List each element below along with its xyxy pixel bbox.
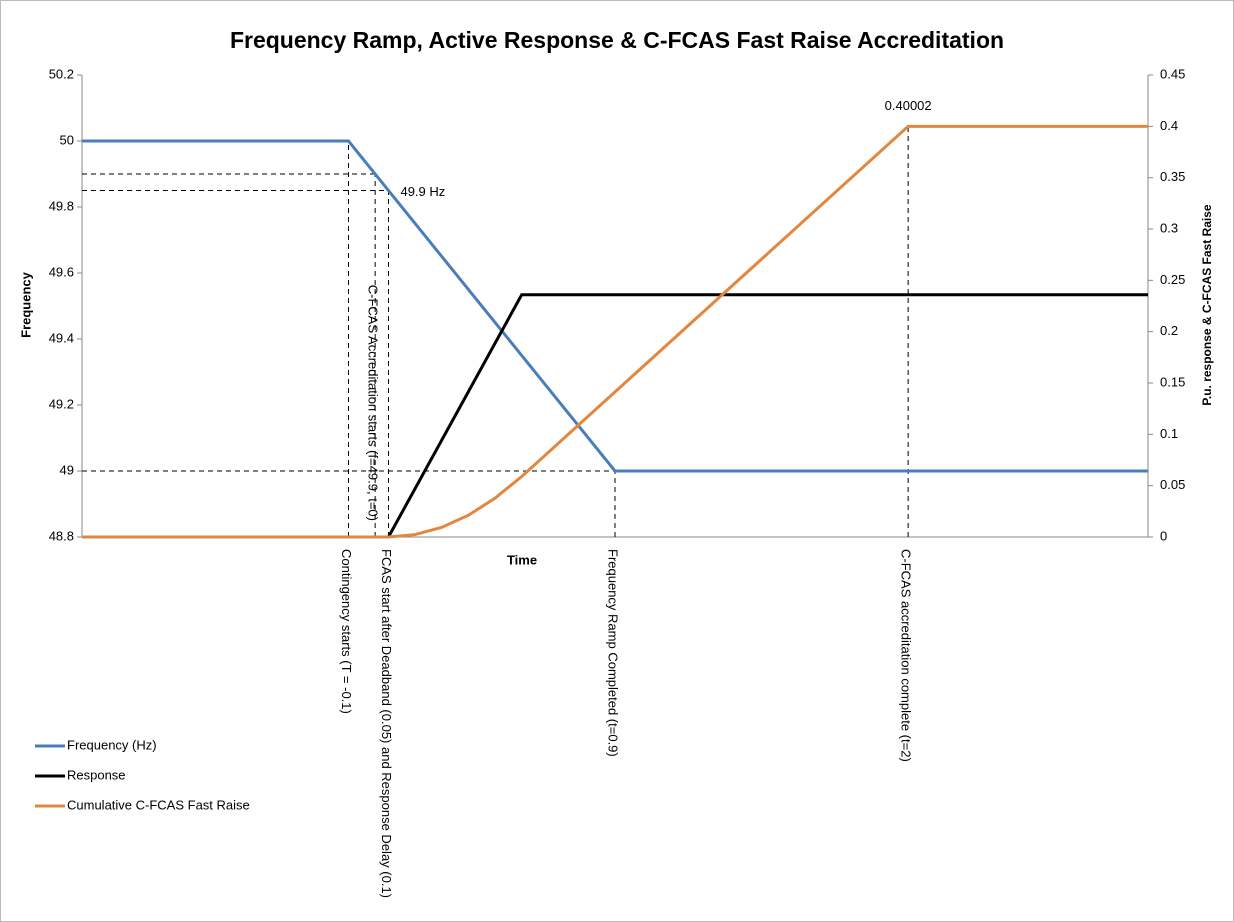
y2-tick-label: 0.2 [1160, 323, 1178, 338]
series-line [82, 139, 1148, 473]
y-tick-label: 50 [60, 132, 74, 147]
y-tick-label: 49.2 [49, 396, 74, 411]
y2-axis-label: P.u. response & C-FCAS Fast Raise [1200, 204, 1214, 405]
x-axis-label: Time [507, 552, 537, 567]
y-tick-label: 48.8 [49, 528, 74, 543]
y2-tick-label: 0.45 [1160, 66, 1185, 81]
y2-tick-label: 0 [1160, 528, 1167, 543]
chart-title: Frequency Ramp, Active Response & C-FCAS… [230, 27, 1004, 53]
y-tick-label: 49 [60, 462, 74, 477]
note: 49.9 Hz [400, 184, 445, 199]
y2-tick-label: 0.35 [1160, 169, 1185, 184]
y-tick-label: 49.8 [49, 198, 74, 213]
y2-tick-label: 0.05 [1160, 477, 1185, 492]
y2-tick-label: 0.25 [1160, 272, 1185, 287]
y-tick-label: 49.6 [49, 264, 74, 279]
annotation-label: C-FCAS Accreditation starts (f=49.9, t=0… [366, 285, 381, 521]
y-tick-label: 50.2 [49, 66, 74, 81]
annotation-label: Contingency starts (T = -0.1) [339, 549, 354, 714]
annotation-label: Frequency Ramp Completed (t=0.9) [606, 549, 621, 757]
data-label: 0.40002 [885, 98, 932, 113]
y2-tick-label: 0.4 [1160, 118, 1178, 133]
legend-label: Response [67, 767, 126, 782]
series-line [82, 124, 1148, 539]
annotation-label: C-FCAS accreditation complete (t=2) [899, 549, 914, 762]
y2-tick-label: 0.1 [1160, 426, 1178, 441]
y-axis-label: Frequency [18, 271, 33, 338]
y2-tick-label: 0.3 [1160, 220, 1178, 235]
y2-tick-label: 0.15 [1160, 374, 1185, 389]
legend-label: Frequency (Hz) [67, 737, 157, 752]
legend-label: Cumulative C-FCAS Fast Raise [67, 797, 250, 812]
y-tick-label: 49.4 [49, 330, 74, 345]
annotation-label: FCAS start after Deadband (0.05) and Res… [379, 549, 394, 898]
